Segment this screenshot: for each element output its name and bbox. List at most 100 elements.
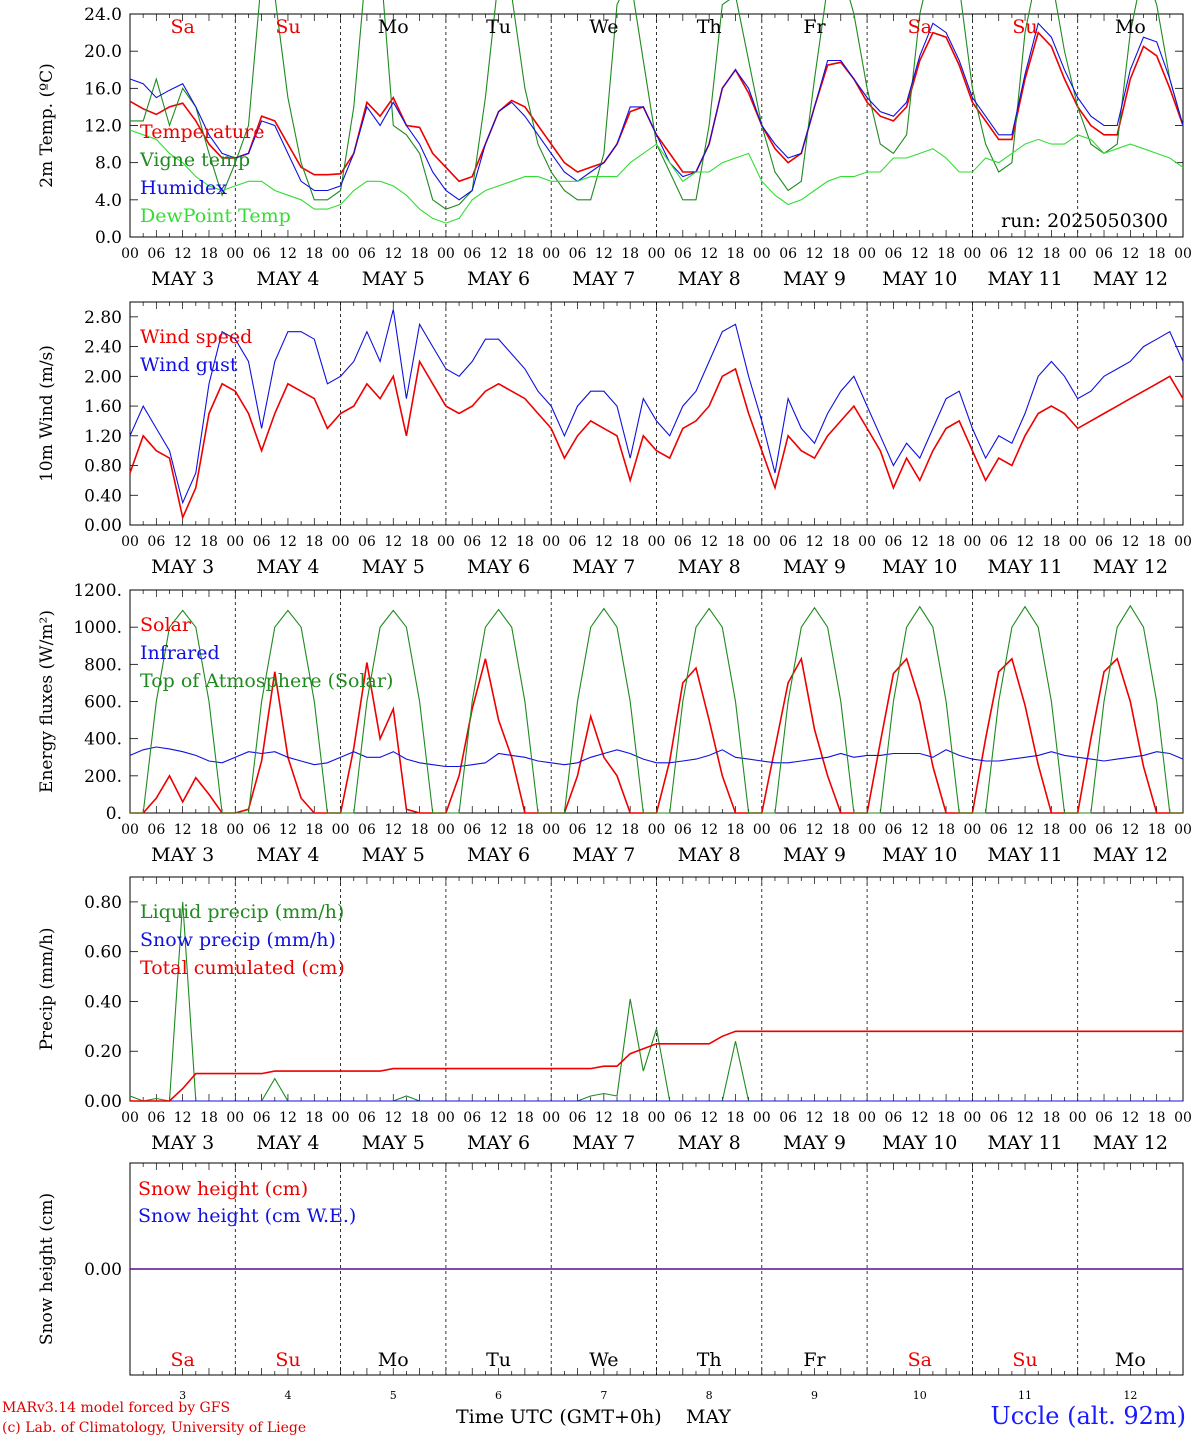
day-of-week-label: Su [275, 16, 300, 38]
x-hour-label: 00 [858, 822, 876, 838]
x-hour-label: 06 [990, 1110, 1008, 1126]
x-hour-label: 00 [1174, 1110, 1192, 1126]
x-hour-label: 06 [674, 246, 692, 262]
x-hour-label: 18 [832, 534, 850, 550]
date-label: MAY 10 [882, 844, 957, 866]
x-hour-label: 06 [779, 1110, 797, 1126]
x-hour-label: 18 [200, 1110, 218, 1126]
legend-entry: Wind gust [140, 354, 238, 376]
day-of-week-label: Th [697, 1349, 722, 1371]
x-hour-label: 06 [885, 822, 903, 838]
x-hour-label: 00 [1174, 246, 1192, 262]
y-axis-label: Energy fluxes (W/m²) [37, 610, 57, 793]
x-hour-label: 12 [700, 1110, 718, 1126]
x-hour-label: 18 [411, 822, 429, 838]
series-line-wind-gust [129, 309, 1184, 505]
date-label: MAY 4 [256, 844, 319, 866]
date-label: MAY 8 [678, 844, 741, 866]
x-hour-label: 18 [1148, 1110, 1166, 1126]
y-axis-label: 10m Wind (m/s) [37, 345, 57, 482]
x-hour-label: 18 [305, 1110, 323, 1126]
date-label: MAY 6 [467, 268, 530, 290]
x-hour-label: 00 [963, 822, 981, 838]
x-hour-label: 12 [911, 534, 929, 550]
x-hour-label: 06 [569, 534, 587, 550]
date-label: MAY 7 [572, 268, 635, 290]
y-tick-label: 8.0 [95, 154, 122, 174]
x-hour-label: 12 [490, 1110, 508, 1126]
legend-entry: Snow precip (mm/h) [140, 929, 336, 951]
x-hour-label: 00 [753, 246, 771, 262]
y-tick-label: 1000. [73, 618, 122, 638]
series-line-humidex [129, 22, 1184, 201]
x-hour-label: 12 [1121, 1110, 1139, 1126]
x-hour-label: 00 [121, 822, 139, 838]
day-number-label: 9 [811, 1389, 818, 1402]
x-hour-label: 18 [411, 246, 429, 262]
x-hour-label: 18 [1148, 246, 1166, 262]
date-label: MAY 11 [987, 556, 1062, 578]
x-hour-label: 18 [937, 1110, 955, 1126]
y-tick-label: 0.80 [84, 457, 122, 477]
run-annotation: run: 2025050300 [1001, 210, 1168, 232]
x-hour-label: 00 [1069, 822, 1087, 838]
y-tick-label: 12.0 [84, 117, 122, 137]
date-label: MAY 10 [882, 556, 957, 578]
x-hour-label: 18 [621, 822, 639, 838]
x-hour-label: 12 [1016, 822, 1034, 838]
x-hour-label: 12 [490, 534, 508, 550]
day-of-week-label: Mo [1115, 1349, 1146, 1371]
x-hour-label: 06 [885, 246, 903, 262]
date-label: MAY 9 [783, 556, 846, 578]
date-label: MAY 12 [1093, 556, 1168, 578]
y-axis-label: Snow height (cm) [37, 1193, 57, 1345]
x-hour-label: 06 [779, 246, 797, 262]
x-hour-label: 00 [121, 1110, 139, 1126]
day-of-week-label: Tu [486, 1349, 511, 1371]
x-axis-month: MAY [686, 1406, 731, 1428]
x-hour-label: 06 [463, 246, 481, 262]
x-hour-label: 12 [911, 246, 929, 262]
x-hour-label: 06 [779, 534, 797, 550]
x-hour-label: 12 [384, 1110, 402, 1126]
y-tick-label: 0. [106, 804, 122, 824]
y-tick-label: 0.20 [84, 1042, 122, 1062]
x-hour-label: 06 [1095, 822, 1113, 838]
date-label: MAY 7 [572, 1132, 635, 1154]
day-number-label: 8 [706, 1389, 713, 1402]
x-hour-label: 06 [885, 534, 903, 550]
x-hour-label: 00 [1069, 1110, 1087, 1126]
y-tick-label: 400. [84, 730, 122, 750]
x-hour-label: 00 [648, 246, 666, 262]
x-hour-label: 12 [806, 246, 824, 262]
day-of-week-label: We [589, 1349, 618, 1371]
x-hour-label: 12 [384, 534, 402, 550]
x-hour-label: 00 [437, 822, 455, 838]
legend-entry: Liquid precip (mm/h) [140, 901, 344, 923]
day-of-week-label: Su [1012, 16, 1037, 38]
x-hour-label: 00 [226, 822, 244, 838]
date-label: MAY 5 [362, 556, 425, 578]
y-tick-label: 0.80 [84, 893, 122, 913]
x-hour-label: 18 [937, 822, 955, 838]
day-number-label: 4 [284, 1389, 291, 1402]
x-hour-label: 00 [542, 1110, 560, 1126]
x-hour-label: 00 [648, 534, 666, 550]
x-hour-label: 00 [1174, 822, 1192, 838]
x-hour-label: 06 [253, 822, 271, 838]
date-label: MAY 8 [678, 268, 741, 290]
x-hour-label: 18 [727, 1110, 745, 1126]
day-of-week-label: Fr [803, 1349, 826, 1371]
x-hour-label: 00 [121, 534, 139, 550]
x-hour-label: 12 [806, 1110, 824, 1126]
x-hour-label: 12 [806, 534, 824, 550]
x-hour-label: 06 [253, 534, 271, 550]
model-credit: MARv3.14 model forced by GFS [2, 1400, 231, 1416]
day-of-week-label: Tu [486, 16, 511, 38]
x-hour-label: 06 [1095, 1110, 1113, 1126]
x-hour-label: 00 [1069, 246, 1087, 262]
day-of-week-label: Sa [908, 1349, 932, 1371]
x-hour-label: 12 [700, 534, 718, 550]
x-hour-label: 00 [963, 1110, 981, 1126]
x-hour-label: 06 [147, 822, 165, 838]
